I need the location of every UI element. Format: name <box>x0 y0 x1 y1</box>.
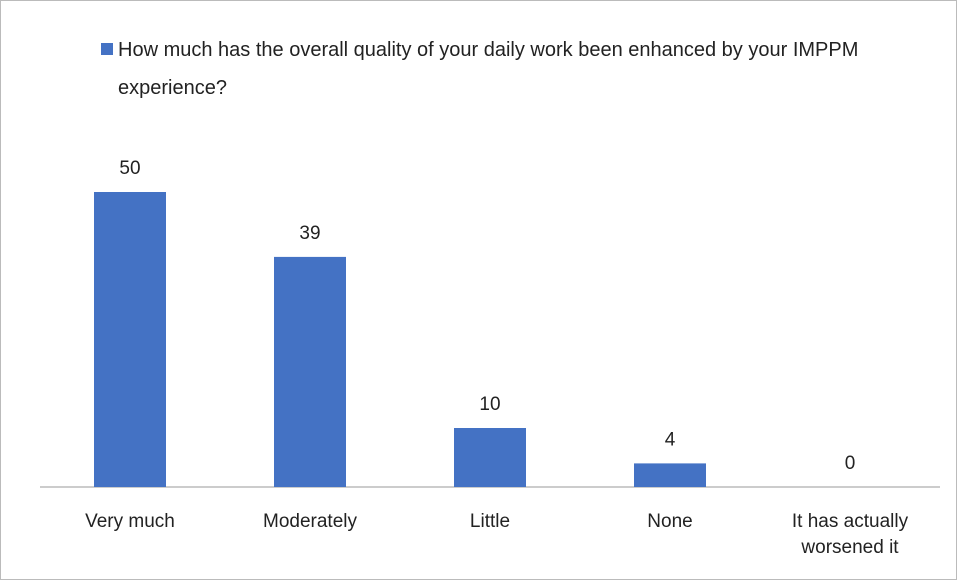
x-tick-label: Moderately <box>263 511 357 532</box>
x-tick-label: None <box>647 511 693 532</box>
data-label: 39 <box>299 223 320 244</box>
bar <box>454 428 526 487</box>
x-tick-label: Very much <box>85 511 175 532</box>
bar <box>634 463 706 487</box>
data-label: 50 <box>119 158 140 179</box>
legend-key <box>101 43 113 55</box>
bar <box>274 256 346 487</box>
data-label: 0 <box>845 453 856 474</box>
legend-label: How much has the overall quality of your… <box>118 39 859 99</box>
x-tick-label: Little <box>469 511 511 532</box>
x-tick-label: It has actually worsened it <box>791 511 909 558</box>
bar <box>94 192 166 487</box>
data-label: 10 <box>479 394 500 415</box>
data-label: 4 <box>665 429 676 450</box>
